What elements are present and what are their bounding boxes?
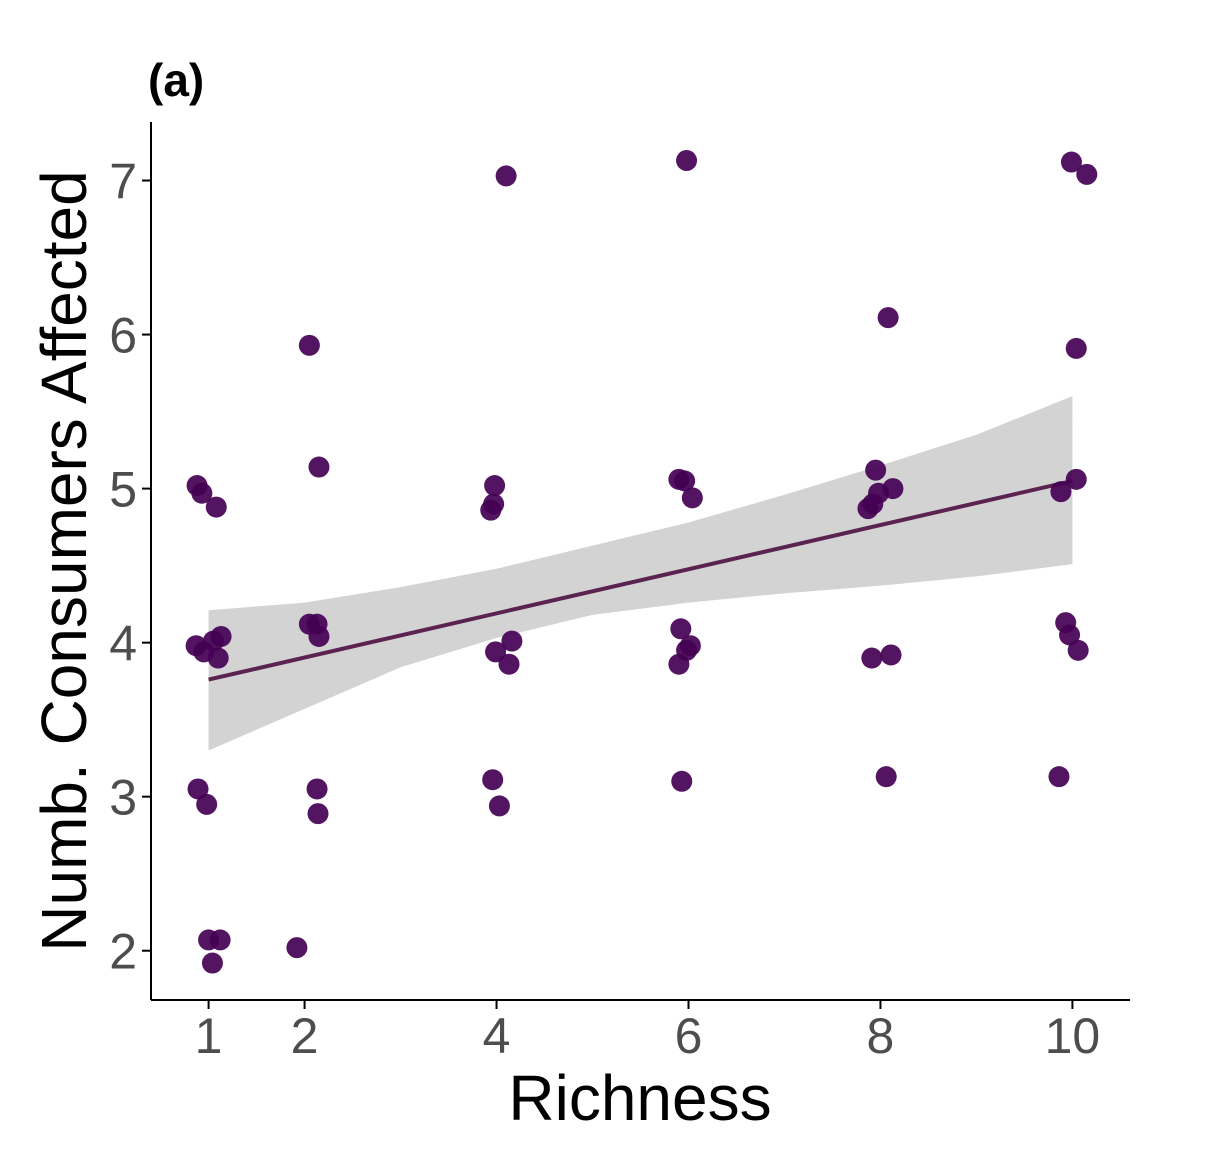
data-point [1060,151,1082,173]
panel-label: (a) [148,54,204,106]
y-axis-title: Numb. Consumers Affected [28,170,100,951]
data-point [1059,624,1081,646]
data-point [1050,481,1072,503]
data-point [308,625,330,647]
axes: 1 2 4 6 8 10 2 3 4 5 6 7 [109,122,1130,1064]
data-point [668,653,690,675]
data-point [1065,468,1087,490]
data-point [674,470,696,492]
data-point [681,487,703,509]
plot-area [185,150,1098,974]
data-point [1065,337,1087,359]
data-point [488,795,510,817]
data-point [1076,163,1098,185]
data-point [191,482,213,504]
data-point [1048,766,1070,788]
data-point [501,630,523,652]
data-point [210,625,232,647]
data-point [880,644,902,666]
x-tick-label: 2 [291,1008,319,1064]
data-point [495,165,517,187]
y-tick-label: 2 [109,924,137,980]
x-axis-title: Richness [508,1062,771,1134]
y-tick-label: 5 [109,462,137,518]
confidence-band [208,396,1073,751]
data-point [865,459,887,481]
data-point [480,499,502,521]
data-point [670,618,692,640]
x-tick-label: 1 [195,1008,223,1064]
regression-line [208,478,1073,682]
data-point [485,641,507,663]
data-point [498,653,520,675]
data-point [209,929,231,951]
data-point [306,778,328,800]
x-tick-label: 10 [1045,1008,1101,1064]
data-point [877,307,899,329]
data-point [286,937,308,959]
x-tick-label: 8 [867,1008,895,1064]
data-point [671,770,693,792]
data-point [875,766,897,788]
data-point [196,793,218,815]
y-axis-ticks: 2 3 4 5 6 7 [109,154,151,980]
x-axis-ticks: 1 2 4 6 8 10 [195,1000,1101,1064]
data-point [482,769,504,791]
data-point [207,647,229,669]
data-point [201,952,223,974]
y-tick-label: 3 [109,770,137,826]
y-tick-label: 7 [109,154,137,210]
data-points [185,150,1098,974]
data-point [1067,639,1089,661]
data-point [857,498,879,520]
data-point [187,778,209,800]
data-point [484,475,506,497]
data-point [307,803,329,825]
data-point [861,647,883,669]
y-tick-label: 6 [109,308,137,364]
data-point [308,456,330,478]
data-point [205,496,227,518]
data-point [676,150,698,172]
data-point [298,334,320,356]
x-tick-label: 4 [483,1008,511,1064]
x-tick-label: 6 [675,1008,703,1064]
y-tick-label: 4 [109,616,137,672]
